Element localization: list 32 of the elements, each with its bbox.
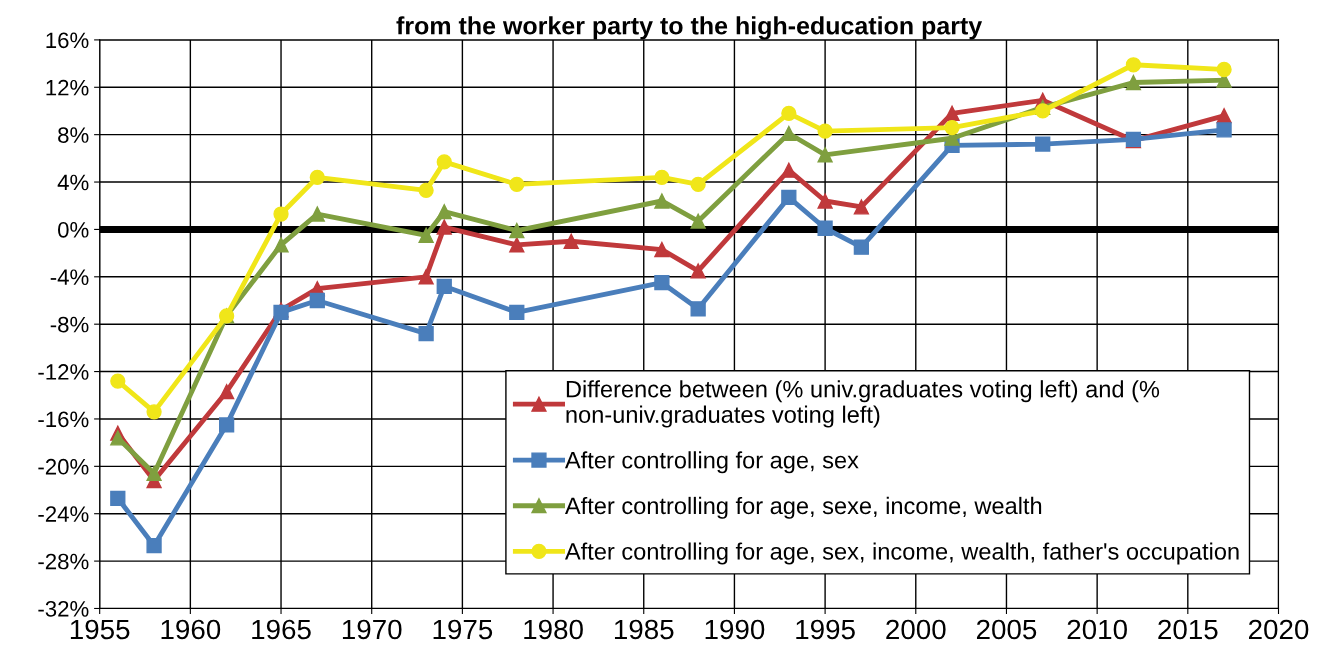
y-tick-label: -4% xyxy=(50,269,89,285)
x-tick-label: 1960 xyxy=(161,619,221,640)
y-tick-label: -24% xyxy=(38,506,89,522)
y-tick-label: 0% xyxy=(58,221,89,238)
legend-label: Difference between (% univ.graduates voting left) and (% non-univ.graduates voting left) xyxy=(566,380,1160,428)
x-tick-label: 1995 xyxy=(796,619,855,640)
x-tick-label: 2010 xyxy=(1067,619,1127,640)
x-tick-label: 2020 xyxy=(1249,619,1309,640)
x-tick-label: 1975 xyxy=(433,619,493,640)
x-tick-label: 1980 xyxy=(524,619,583,640)
legend-label: After controlling for age, sex, income, wealth, father's occupation xyxy=(564,542,1239,565)
y-tick-label: -16% xyxy=(38,411,89,428)
legend-label: After controlling for age, sexe, income, wealth xyxy=(564,496,1042,519)
x-tick-label: 2015 xyxy=(1158,619,1218,640)
y-tick-label: 4% xyxy=(57,174,89,191)
y-tick-label: 16% xyxy=(46,32,89,49)
x-tick-label: 2000 xyxy=(886,619,946,640)
x-tick-label: 1970 xyxy=(342,619,402,640)
y-tick-label: 12% xyxy=(46,79,89,96)
y-tick-label: -32% xyxy=(38,601,89,617)
x-tick-label: 2005 xyxy=(976,619,1037,640)
x-tick-label: 1965 xyxy=(252,619,311,640)
y-tick-label: -28% xyxy=(38,553,89,570)
x-tick-label: 1990 xyxy=(705,619,765,640)
legend-label: After controlling for age, sex xyxy=(564,451,859,474)
y-tick-label: 8% xyxy=(58,127,89,143)
y-tick-label: -20% xyxy=(38,458,89,475)
chart-title: from the worker party to the high-education party xyxy=(396,16,983,40)
x-tick-label: 1955 xyxy=(70,619,130,640)
y-tick-label: -8% xyxy=(50,316,89,333)
x-tick-label: 1985 xyxy=(614,619,674,640)
y-tick-label: -12% xyxy=(38,364,89,380)
